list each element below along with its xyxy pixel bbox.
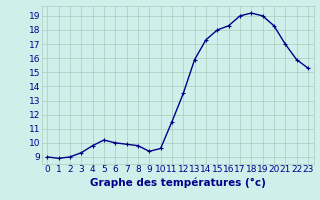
X-axis label: Graphe des températures (°c): Graphe des températures (°c) — [90, 177, 266, 188]
